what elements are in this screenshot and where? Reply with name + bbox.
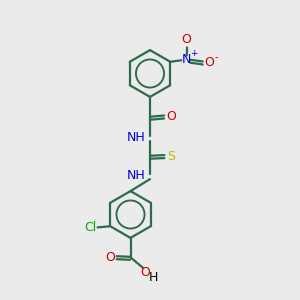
Text: NH: NH bbox=[127, 169, 146, 182]
Text: -: - bbox=[215, 52, 219, 62]
Text: O: O bbox=[204, 56, 214, 69]
Text: O: O bbox=[106, 251, 115, 264]
Text: H: H bbox=[148, 271, 158, 284]
Text: O: O bbox=[166, 110, 175, 123]
Text: O: O bbox=[141, 266, 150, 279]
Text: N: N bbox=[182, 53, 191, 66]
Text: Cl: Cl bbox=[84, 221, 97, 234]
Text: +: + bbox=[190, 49, 197, 58]
Text: O: O bbox=[182, 33, 191, 46]
Text: NH: NH bbox=[127, 131, 146, 144]
Text: S: S bbox=[167, 150, 175, 163]
